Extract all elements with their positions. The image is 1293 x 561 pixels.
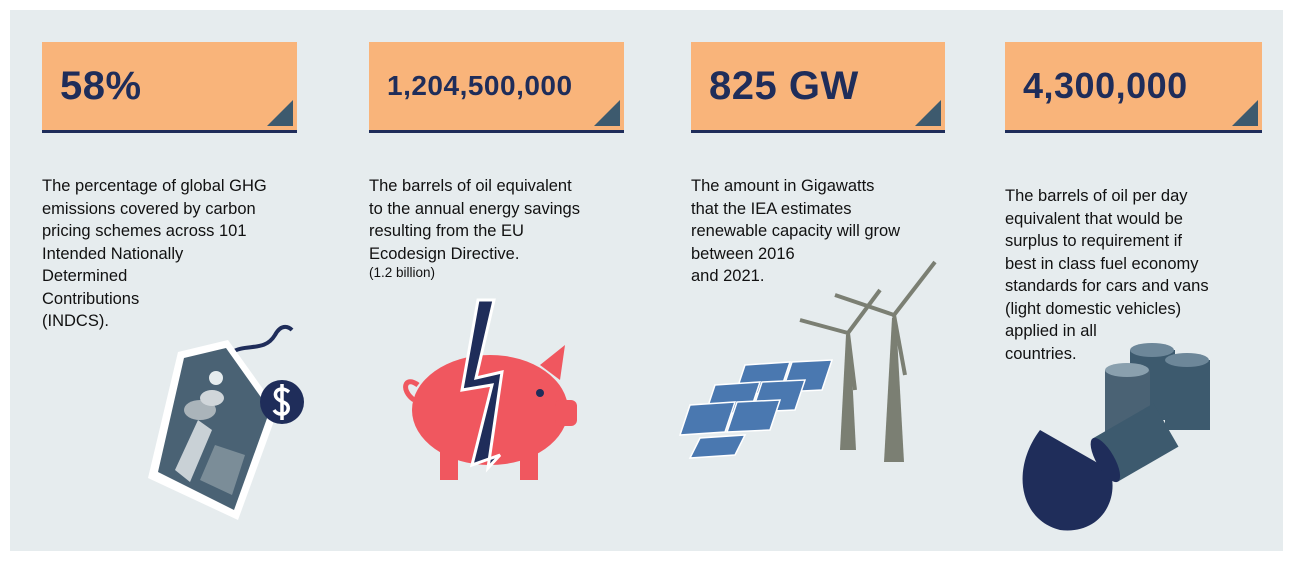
description-line: pricing schemes across 101 (42, 220, 267, 243)
description-line: Intended Nationally (42, 243, 267, 266)
description-line: that the IEA estimates (691, 198, 900, 221)
description-line: surplus to requirement if (1005, 230, 1209, 253)
description-line: equivalent that would be (1005, 208, 1209, 231)
stat-headline: 4,300,000 (1023, 42, 1188, 130)
description-line: Ecodesign Directive. (369, 243, 580, 266)
stat-box: 825 GW (691, 42, 945, 133)
description-line: Contributions (42, 288, 267, 311)
fold-corner (594, 100, 620, 126)
description-line: renewable capacity will grow (691, 220, 900, 243)
description-line: standards for cars and vans (1005, 275, 1209, 298)
description-line: and 2021. (691, 265, 900, 288)
piggy-bank-icon (406, 300, 577, 480)
stat-box: 4,300,000 (1005, 42, 1262, 133)
note: (1.2 billion) (369, 265, 580, 281)
fold-corner (915, 100, 941, 126)
fold-corner (267, 100, 293, 126)
infographic: 58% The percentage of global GHGemissions… (0, 0, 1293, 561)
description-line: Determined (42, 265, 267, 288)
description-line: countries. (1005, 343, 1209, 366)
description-line: The barrels of oil equivalent (369, 175, 580, 198)
description-line: applied in all (1005, 320, 1209, 343)
description-line: to the annual energy savings (369, 198, 580, 221)
stat-box: 1,204,500,000 (369, 42, 624, 133)
description-line: The barrels of oil per day (1005, 185, 1209, 208)
stat-headline: 58% (60, 42, 142, 130)
description-line: resulting from the EU (369, 220, 580, 243)
description-line: best in class fuel economy (1005, 253, 1209, 276)
description-line: emissions covered by carbon (42, 198, 267, 221)
stat-box: 58% (42, 42, 297, 133)
description-line: between 2016 (691, 243, 900, 266)
description-line: The percentage of global GHG (42, 175, 267, 198)
oil-barrels-icon (1023, 343, 1210, 530)
renewables-icon (680, 360, 832, 458)
fold-corner (1232, 100, 1258, 126)
stat-headline: 1,204,500,000 (387, 42, 573, 130)
description-line: (light domestic vehicles) (1005, 298, 1209, 321)
price-tag-icon (148, 327, 304, 520)
description-line: (INDCS). (42, 310, 267, 333)
description-line: The amount in Gigawatts (691, 175, 900, 198)
stat-headline: 825 GW (709, 42, 859, 130)
